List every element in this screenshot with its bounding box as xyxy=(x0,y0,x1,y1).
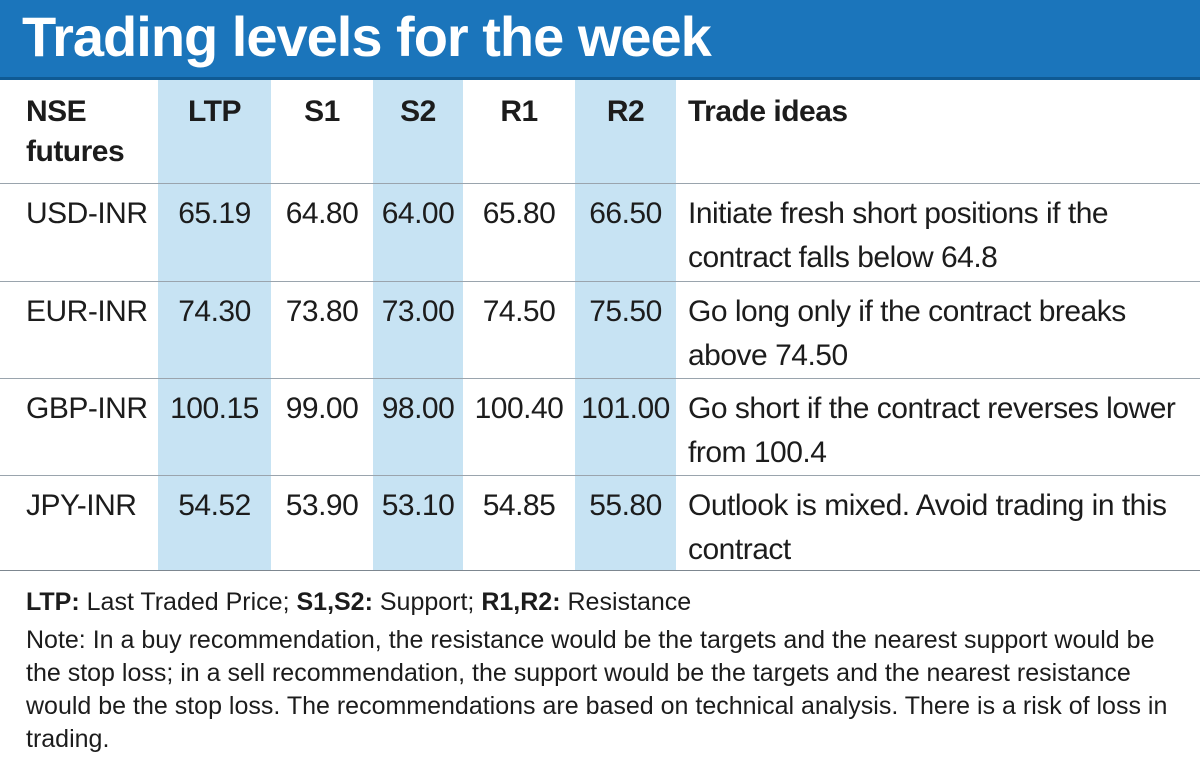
legend-resistance-key: R1,R2: xyxy=(481,588,561,616)
row-r2: 55.80 xyxy=(589,489,662,522)
header-r1: R1 xyxy=(500,95,538,128)
note-text: Note: In a buy recommendation, the resis… xyxy=(26,626,1168,753)
s2-column-band xyxy=(373,80,463,570)
row-name: GBP-INR xyxy=(26,392,148,425)
legend-ltp-key: LTP: xyxy=(26,588,80,616)
r2-column-band xyxy=(575,80,676,570)
row-ltp: 54.52 xyxy=(178,489,251,522)
header-trade-ideas: Trade ideas xyxy=(688,95,848,128)
row-name: JPY-INR xyxy=(26,489,137,522)
row-s2: 73.00 xyxy=(381,295,455,328)
row-ltp: 65.19 xyxy=(178,197,251,230)
title-bar: Trading levels for the week xyxy=(0,0,1200,80)
legend-ltp-value: Last Traded Price; xyxy=(86,588,290,616)
header-ltp: LTP xyxy=(188,95,241,128)
row-ltp: 100.15 xyxy=(170,392,259,425)
header-s1: S1 xyxy=(304,95,340,128)
divider xyxy=(0,183,1200,184)
row-name: EUR-INR xyxy=(26,295,148,328)
legend-resistance-value: Resistance xyxy=(567,588,692,616)
row-r1: 65.80 xyxy=(482,197,556,230)
row-r2: 75.50 xyxy=(589,295,662,328)
row-name: USD-INR xyxy=(26,197,148,230)
legend-support-key: S1,S2: xyxy=(296,588,373,616)
row-s2: 53.10 xyxy=(381,489,455,522)
legend: LTP: Last Traded Price; S1,S2: Support; … xyxy=(26,585,1186,619)
row-s1: 53.90 xyxy=(285,489,359,522)
divider xyxy=(0,475,1200,476)
page-title: Trading levels for the week xyxy=(22,5,712,68)
row-r1: 100.40 xyxy=(474,392,564,425)
row-s1: 99.00 xyxy=(285,392,359,425)
row-s1: 73.80 xyxy=(285,295,359,328)
row-ltp: 74.30 xyxy=(178,295,251,328)
table-row: GBP-INR 100.15 99.00 98.00 100.40 101.00… xyxy=(0,379,1200,475)
row-s2: 98.00 xyxy=(381,392,455,425)
header-r2: R2 xyxy=(606,95,645,128)
header-s2: S2 xyxy=(400,95,436,128)
table-row: JPY-INR 54.52 53.90 53.10 54.85 55.80 Ou… xyxy=(0,476,1200,572)
row-trade-idea: Outlook is mixed. Avoid trading in this … xyxy=(688,489,1167,566)
ltp-column-band xyxy=(158,80,271,570)
divider xyxy=(0,570,1200,571)
row-r1: 74.50 xyxy=(482,295,556,328)
row-trade-idea: Go short if the contract reverses lower … xyxy=(688,392,1176,469)
divider xyxy=(0,281,1200,282)
header-nse-futures: NSE futures xyxy=(26,95,125,168)
table-row: USD-INR 65.19 64.80 64.00 65.80 66.50 In… xyxy=(0,184,1200,280)
row-trade-idea: Go long only if the contract breaks abov… xyxy=(688,295,1126,372)
row-r1: 54.85 xyxy=(482,489,556,522)
row-trade-idea: Initiate fresh short positions if the co… xyxy=(688,197,1109,274)
row-r2: 66.50 xyxy=(589,197,662,230)
row-s2: 64.00 xyxy=(381,197,455,230)
row-s1: 64.80 xyxy=(285,197,359,230)
legend-support-value: Support; xyxy=(379,588,475,616)
table-row: EUR-INR 74.30 73.80 73.00 74.50 75.50 Go… xyxy=(0,282,1200,378)
divider xyxy=(0,378,1200,379)
row-r2: 101.00 xyxy=(581,392,670,425)
